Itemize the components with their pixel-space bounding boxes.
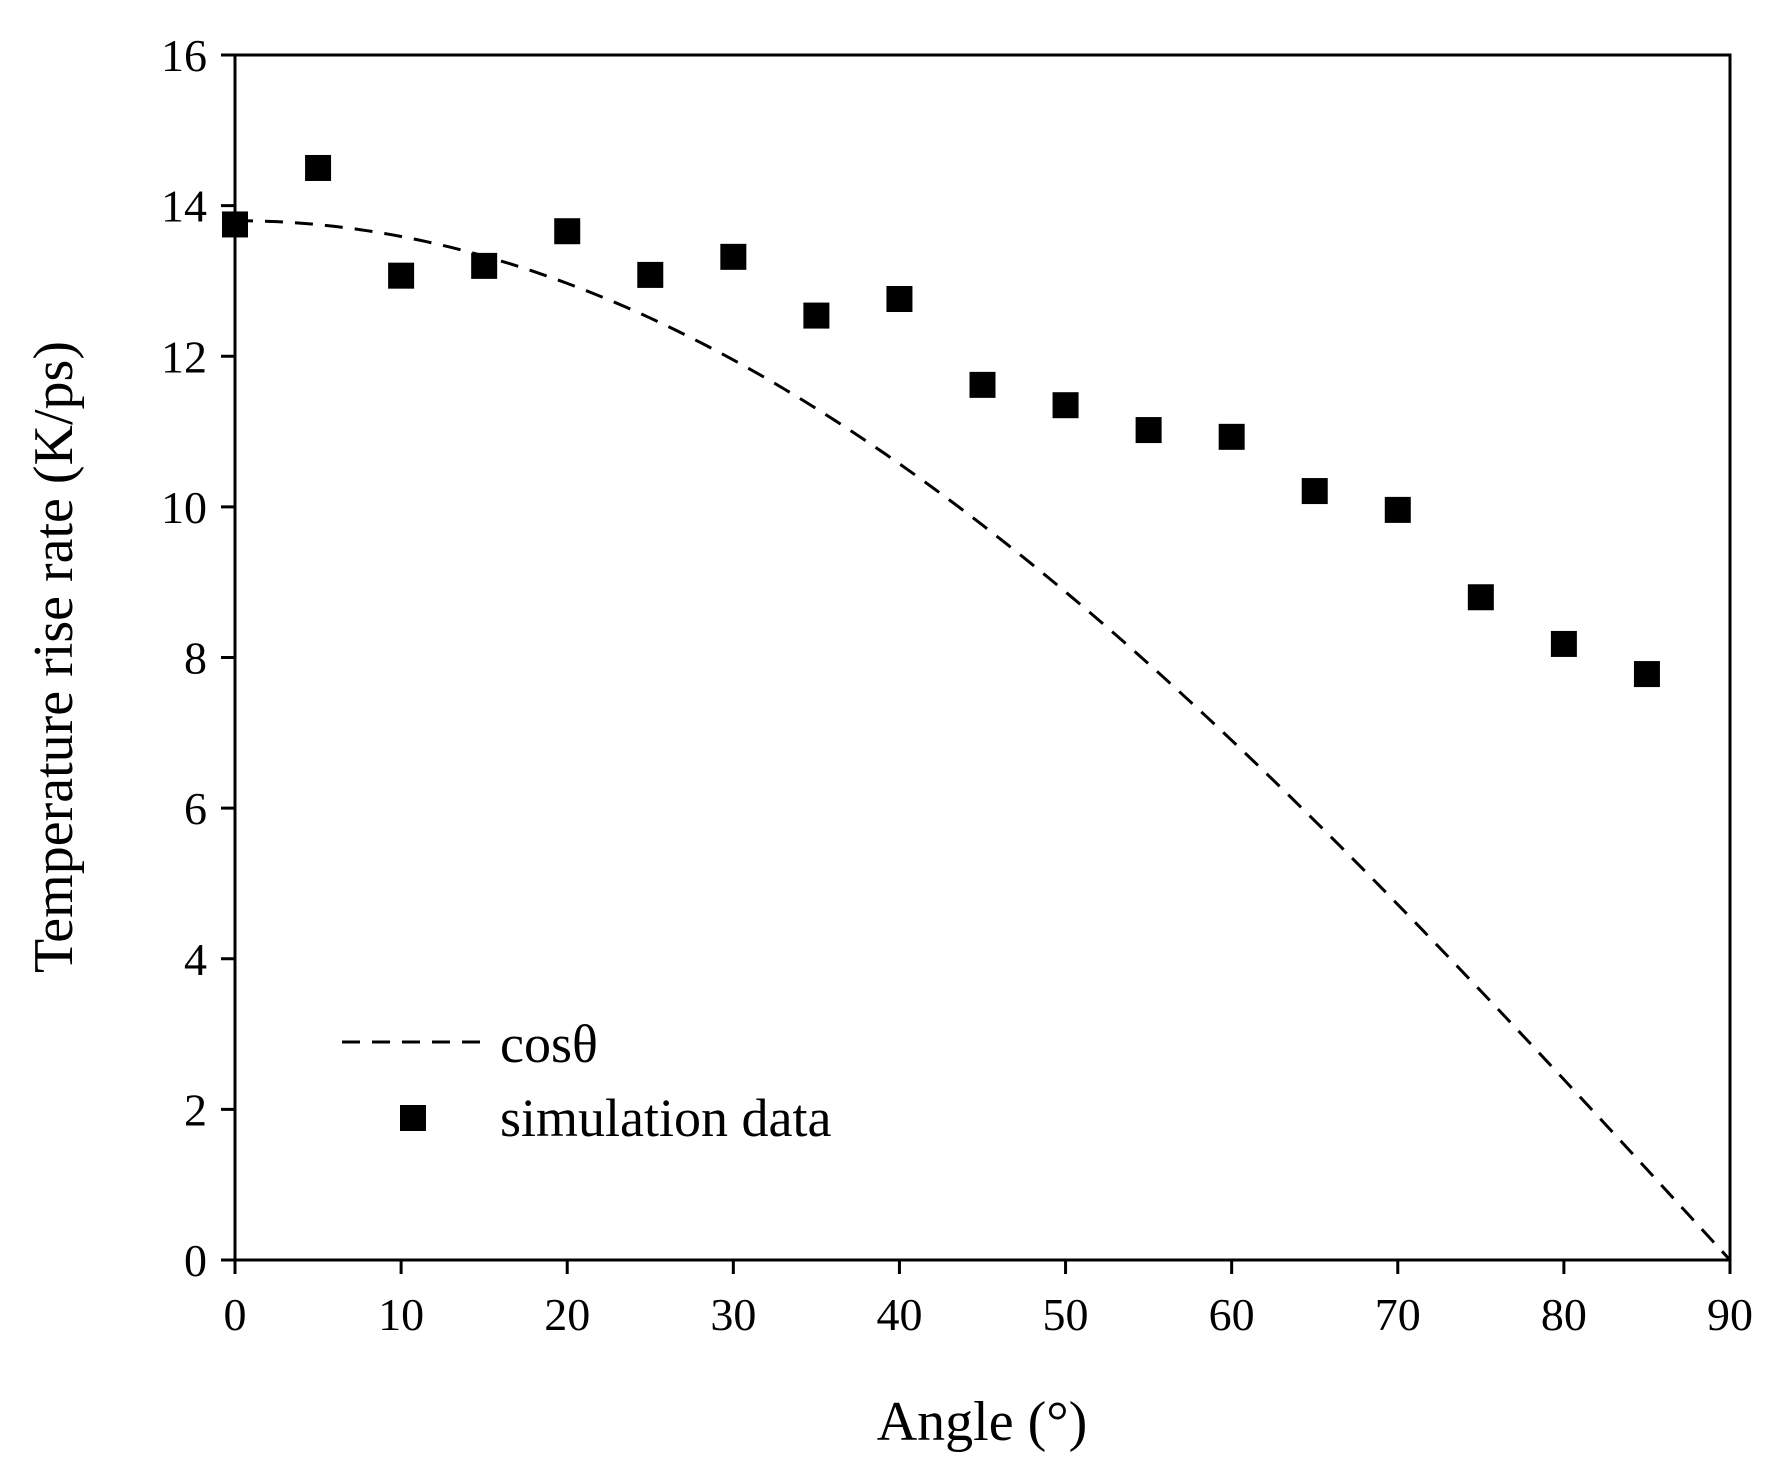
data-point-simulation bbox=[1550, 630, 1577, 657]
y-tick-label: 4 bbox=[184, 934, 207, 985]
y-tick-label: 12 bbox=[161, 331, 207, 382]
x-tick-label: 0 bbox=[224, 1289, 247, 1340]
legend-label-simulation: simulation data bbox=[500, 1088, 831, 1148]
series-layer bbox=[222, 154, 1732, 1262]
data-point-simulation bbox=[1301, 478, 1328, 505]
y-tick-label: 6 bbox=[184, 783, 207, 834]
legend: cosθ simulation data bbox=[342, 1014, 831, 1148]
data-point-simulation bbox=[305, 154, 332, 181]
data-point-simulation bbox=[886, 286, 913, 313]
data-point-simulation bbox=[1467, 584, 1494, 611]
y-tick-label: 16 bbox=[161, 30, 207, 81]
data-point-simulation bbox=[222, 211, 248, 238]
data-point-simulation bbox=[1384, 496, 1411, 523]
y-tick-label: 2 bbox=[184, 1084, 207, 1135]
y-tick-label: 0 bbox=[184, 1235, 207, 1286]
y-tick-label: 8 bbox=[184, 633, 207, 684]
data-point-simulation bbox=[1052, 392, 1079, 419]
data-point-simulation bbox=[471, 252, 498, 279]
x-tick-label: 60 bbox=[1209, 1289, 1255, 1340]
data-point-simulation bbox=[1135, 417, 1162, 444]
x-tick-label: 20 bbox=[544, 1289, 590, 1340]
y-tick-label: 14 bbox=[161, 181, 207, 232]
x-axis-title: Angle (°) bbox=[877, 1391, 1088, 1453]
x-axis-ticks: 0 10 20 30 40 50 60 70 80 90 bbox=[224, 1260, 1753, 1340]
x-tick-label: 70 bbox=[1375, 1289, 1421, 1340]
data-point-simulation bbox=[720, 243, 747, 270]
y-tick-label: 10 bbox=[161, 482, 207, 533]
y-axis-title: Temperature rise rate (K/ps) bbox=[23, 341, 85, 973]
data-point-simulation bbox=[803, 302, 830, 329]
x-tick-label: 80 bbox=[1541, 1289, 1587, 1340]
x-tick-label: 50 bbox=[1043, 1289, 1089, 1340]
data-point-simulation bbox=[554, 218, 581, 245]
legend-label-cos: cosθ bbox=[500, 1014, 598, 1074]
y-axis-ticks: 0 2 4 6 8 10 12 14 16 bbox=[161, 30, 235, 1286]
x-tick-label: 30 bbox=[710, 1289, 756, 1340]
legend-marker-square bbox=[400, 1105, 426, 1131]
data-point-simulation bbox=[1218, 423, 1245, 450]
x-tick-label: 40 bbox=[876, 1289, 922, 1340]
data-point-simulation bbox=[969, 371, 996, 398]
data-point-simulation bbox=[1633, 661, 1660, 688]
data-point-simulation bbox=[388, 262, 415, 289]
x-tick-label: 90 bbox=[1707, 1289, 1753, 1340]
data-point-simulation bbox=[637, 261, 664, 288]
x-tick-label: 10 bbox=[378, 1289, 424, 1340]
